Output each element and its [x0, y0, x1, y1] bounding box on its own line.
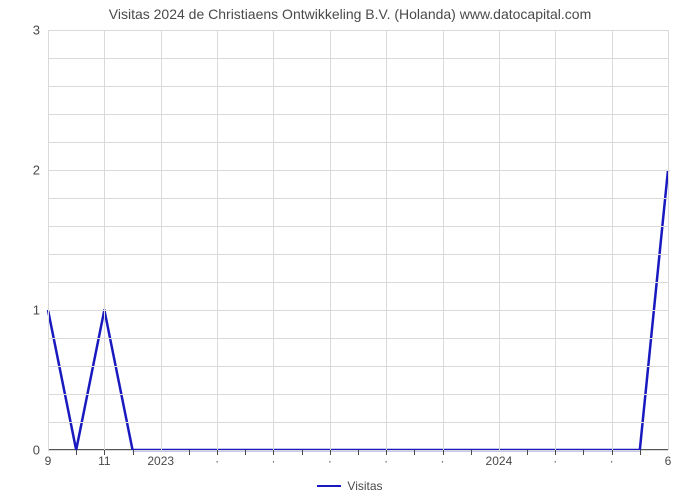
hgrid-line: [48, 30, 668, 31]
x-minor-tick: [414, 450, 415, 455]
x-minor-tick: [358, 450, 359, 455]
legend-label: Visitas: [347, 479, 382, 493]
x-minor-tick: [273, 450, 274, 455]
vgrid-line: [273, 30, 274, 450]
x-tick-label: ·: [215, 454, 219, 468]
x-minor-tick: [612, 450, 613, 455]
x-minor-tick: [330, 450, 331, 455]
hgrid-line: [48, 226, 668, 227]
vgrid-line: [612, 30, 613, 450]
x-tick-label: ·: [271, 454, 275, 468]
hgrid-line: [48, 170, 668, 171]
x-minor-tick: [217, 450, 218, 455]
y-tick-label: 3: [10, 23, 40, 38]
x-minor-tick: [302, 450, 303, 455]
plot-area: [48, 30, 668, 450]
hgrid-line: [48, 394, 668, 395]
vgrid-line: [161, 30, 162, 450]
series-line: [48, 30, 668, 450]
legend-swatch: [317, 485, 341, 487]
vgrid-line: [668, 30, 669, 450]
x-minor-tick: [104, 450, 105, 455]
hgrid-line: [48, 198, 668, 199]
x-tick-label: 2024: [486, 454, 513, 468]
y-tick-label: 0: [10, 443, 40, 458]
hgrid-line: [48, 254, 668, 255]
hgrid-line: [48, 142, 668, 143]
vgrid-line: [48, 30, 49, 450]
x-tick-label: 11: [98, 454, 110, 468]
vgrid-line: [443, 30, 444, 450]
x-minor-tick: [189, 450, 190, 455]
hgrid-line: [48, 114, 668, 115]
x-minor-tick: [386, 450, 387, 455]
x-tick-label: ·: [553, 454, 557, 468]
x-minor-tick: [555, 450, 556, 455]
line-chart: Visitas 2024 de Christiaens Ontwikkeling…: [0, 0, 700, 500]
hgrid-line: [48, 86, 668, 87]
x-tick-label: 2023: [147, 454, 174, 468]
x-tick-label: ·: [384, 454, 388, 468]
x-tick-label: ·: [610, 454, 614, 468]
legend: Visitas: [0, 478, 700, 493]
x-minor-tick: [583, 450, 584, 455]
hgrid-line: [48, 282, 668, 283]
x-minor-tick: [245, 450, 246, 455]
x-minor-tick: [133, 450, 134, 455]
vgrid-line: [217, 30, 218, 450]
hgrid-line: [48, 310, 668, 311]
vgrid-line: [386, 30, 387, 450]
vgrid-line: [104, 30, 105, 450]
y-tick-label: 2: [10, 163, 40, 178]
hgrid-line: [48, 422, 668, 423]
hgrid-line: [48, 58, 668, 59]
x-tick-label: 9: [45, 454, 52, 468]
x-minor-tick: [443, 450, 444, 455]
x-tick-label: ·: [328, 454, 332, 468]
vgrid-line: [330, 30, 331, 450]
x-minor-tick: [527, 450, 528, 455]
x-minor-tick: [76, 450, 77, 455]
vgrid-line: [499, 30, 500, 450]
x-tick-label: ·: [441, 454, 445, 468]
x-tick-label: 6: [665, 454, 672, 468]
x-minor-tick: [640, 450, 641, 455]
chart-title: Visitas 2024 de Christiaens Ontwikkeling…: [0, 6, 700, 22]
hgrid-line: [48, 366, 668, 367]
y-tick-label: 1: [10, 303, 40, 318]
hgrid-line: [48, 338, 668, 339]
x-minor-tick: [471, 450, 472, 455]
vgrid-line: [555, 30, 556, 450]
